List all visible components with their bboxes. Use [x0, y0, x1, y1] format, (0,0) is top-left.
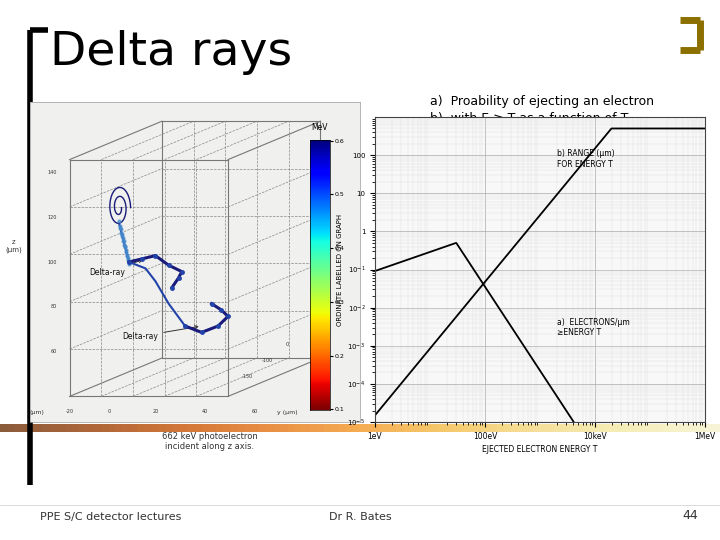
Text: MeV: MeV — [312, 123, 328, 132]
Text: -20: -20 — [66, 409, 73, 414]
Text: b) Range of electron as a: b) Range of electron as a — [430, 129, 588, 142]
Text: a)  Proability of ejecting an electron: a) Proability of ejecting an electron — [430, 95, 654, 108]
Text: Delta-ray: Delta-ray — [122, 326, 198, 341]
Text: Delta-ray: Delta-ray — [89, 260, 142, 277]
Text: 0: 0 — [107, 409, 111, 414]
Text: b)  with E ≥ T as a function of T: b) with E ≥ T as a function of T — [430, 112, 629, 125]
Text: 120: 120 — [47, 215, 56, 220]
Y-axis label: ORDINATE LABELLED ON GRAPH: ORDINATE LABELLED ON GRAPH — [337, 213, 343, 326]
Text: -150: -150 — [242, 374, 253, 379]
Text: 44: 44 — [682, 509, 698, 522]
Text: 0: 0 — [286, 342, 289, 347]
Text: function of energy in silicon: function of energy in silicon — [430, 146, 620, 159]
Text: y (μm): y (μm) — [277, 410, 297, 415]
Text: PPE S/C detector lectures: PPE S/C detector lectures — [40, 512, 181, 522]
Text: 80: 80 — [50, 305, 56, 309]
Text: -100: -100 — [262, 358, 273, 363]
Text: Delta rays: Delta rays — [50, 30, 292, 75]
Bar — [0, 424, 720, 432]
Text: z
(μm): z (μm) — [5, 239, 22, 253]
Text: 662 keV photoelectron
incident along z axis.: 662 keV photoelectron incident along z a… — [162, 432, 258, 451]
Text: 140: 140 — [47, 170, 56, 175]
X-axis label: EJECTED ELECTRON ENERGY T: EJECTED ELECTRON ENERGY T — [482, 445, 598, 454]
Text: 40: 40 — [202, 409, 208, 414]
Text: a)  ELECTRONS/μm
≥ENERGY T: a) ELECTRONS/μm ≥ENERGY T — [557, 318, 629, 338]
Text: (μm): (μm) — [30, 410, 44, 415]
Text: 20: 20 — [152, 409, 158, 414]
Text: 60: 60 — [50, 349, 56, 354]
Text: Dr R. Bates: Dr R. Bates — [329, 512, 391, 522]
Text: b) RANGE (μm)
FOR ENERGY T: b) RANGE (μm) FOR ENERGY T — [557, 149, 614, 168]
Text: 60: 60 — [251, 409, 258, 414]
Text: 100: 100 — [47, 260, 56, 265]
